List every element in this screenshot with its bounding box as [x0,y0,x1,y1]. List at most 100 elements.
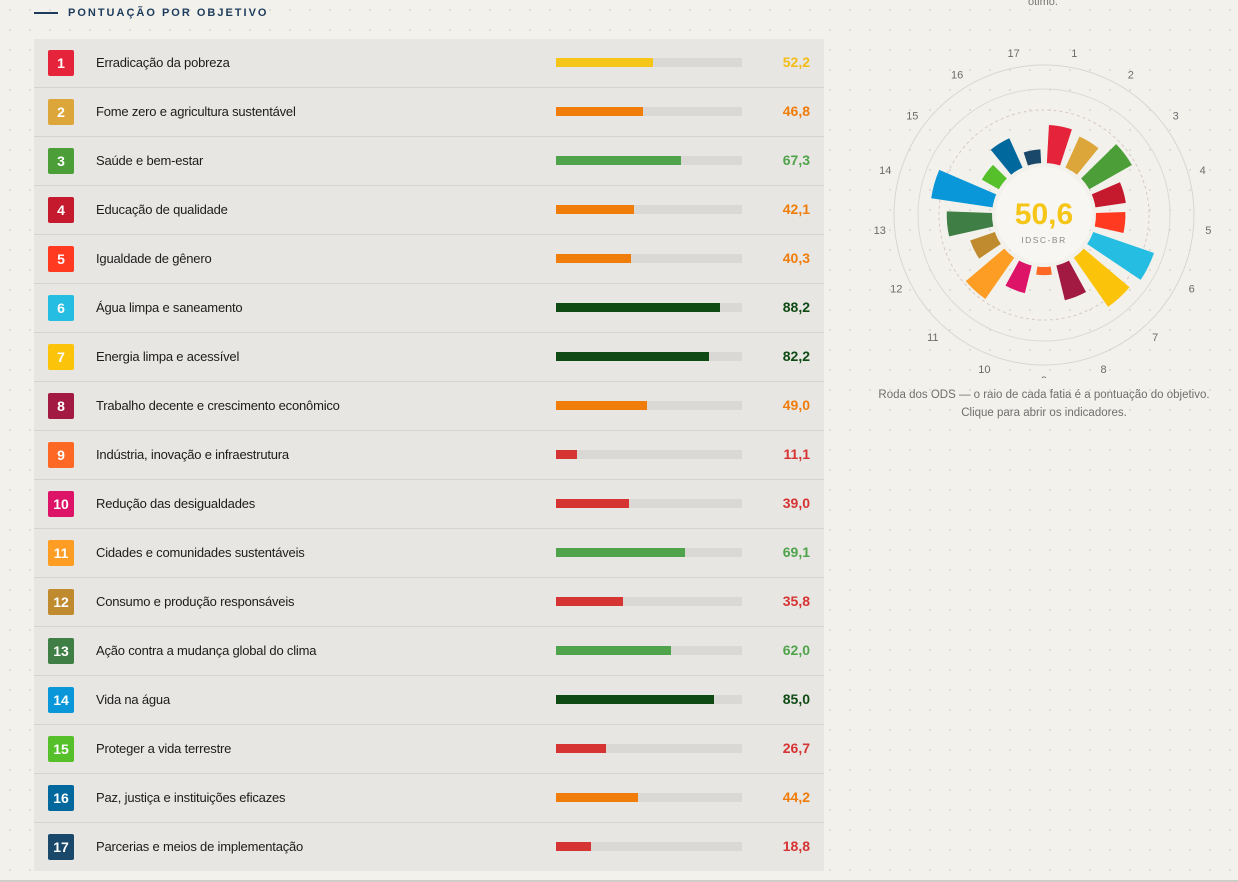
goal-number-badge: 7 [48,344,74,370]
goal-label: Vida na água [96,692,170,707]
goal-number-badge: 14 [48,687,74,713]
top-note: ótimo. [1028,0,1058,8]
goal-row-3[interactable]: 3 Saúde e bem-estar 67,3 [34,137,824,186]
wheel-caption: Roda dos ODS — o raio de cada fatia é a … [868,386,1220,422]
score-bar-fill-12 [556,597,623,606]
score-bar-fill-6 [556,303,721,312]
score-bar-fill-2 [556,107,644,116]
goal-score: 49,0 [782,397,810,413]
wheel-center-label: IDSC-BR [1021,235,1066,245]
wheel-slice-16[interactable] [990,138,1023,175]
goal-number-badge: 12 [48,589,74,615]
score-bar-fill-5 [556,254,631,263]
wheel-slice-7[interactable] [1073,248,1130,307]
wheel-center-value: 50,6 [1015,198,1073,231]
goal-number-badge: 2 [48,99,74,125]
goal-row-9[interactable]: 9 Indústria, inovação e infraestrutura 11,… [34,431,824,480]
goal-row-13[interactable]: 13 Ação contra a mudança global do clima 6… [34,627,824,676]
row-divider [34,479,824,480]
wheel-slice-10[interactable] [1005,260,1032,294]
goal-row-12[interactable]: 12 Consumo e produção responsáveis 35,8 [34,578,824,627]
goal-row-7[interactable]: 7 Energia limpa e acessível 82,2 [34,333,824,382]
goal-label: Educação de qualidade [96,202,228,217]
goal-score: 39,0 [782,495,810,511]
wheel-slice-6[interactable] [1087,231,1155,280]
wheel-goal-label: 17 [1008,48,1020,60]
row-divider [34,332,824,333]
goal-score-list: 1 Erradicação da pobreza 52,2 2 Fome zero e … [34,39,824,871]
bottom-edge [0,880,1238,882]
row-divider [34,381,824,382]
wheel-slice-4[interactable] [1091,182,1126,208]
row-divider [34,185,824,186]
goal-score: 42,1 [782,201,810,217]
goal-row-6[interactable]: 6 Água limpa e saneamento 88,2 [34,284,824,333]
goal-row-15[interactable]: 15 Proteger a vida terrestre 26,7 [34,725,824,774]
row-divider [34,234,824,235]
wheel-slice-9[interactable] [1036,266,1052,276]
goal-score: 46,8 [782,103,810,119]
score-bar-fill-13 [556,646,672,655]
score-bar-track [556,205,742,214]
goal-score: 35,8 [782,593,810,609]
wheel-goal-label: 16 [951,70,963,82]
score-bar-track [556,842,742,851]
goal-score: 44,2 [782,789,810,805]
section-header: PONTUAÇÃO POR OBJETIVO [34,6,268,20]
score-bar-track [556,646,742,655]
goal-label: Fome zero e agricultura sustentável [96,104,296,119]
goal-row-5[interactable]: 5 Igualdade de gênero 40,3 [34,235,824,284]
goal-number-badge: 6 [48,295,74,321]
score-bar-fill-4 [556,205,635,214]
header-rule [34,12,58,14]
goal-number-badge: 13 [48,638,74,664]
wheel-goal-label: 12 [890,284,902,296]
wheel-slice-13[interactable] [946,211,994,237]
goal-label: Paz, justiça e instituições eficazes [96,790,286,805]
goal-row-8[interactable]: 8 Trabalho decente e crescimento econômic… [34,382,824,431]
wheel-slice-12[interactable] [970,231,1001,259]
wheel-slice-8[interactable] [1056,260,1087,301]
wheel-slice-5[interactable] [1094,211,1126,233]
goal-row-10[interactable]: 10 Redução das desigualdades 39,0 [34,480,824,529]
caption-line-1: Roda dos ODS — o raio de cada fatia é a … [878,389,1210,401]
score-bar-track [556,107,742,116]
wheel-slice-1[interactable] [1046,125,1072,166]
goal-row-1[interactable]: 1 Erradicação da pobreza 52,2 [34,39,824,88]
wheel-slice-17[interactable] [1023,149,1042,166]
wheel-goal-label: 8 [1101,364,1107,376]
wheel-goal-label: 10 [978,364,990,376]
wheel-slice-15[interactable] [981,164,1007,190]
score-bar-track [556,744,742,753]
row-divider [34,626,824,627]
goal-row-17[interactable]: 17 Parcerias e meios de implementação 18,8 [34,823,824,872]
row-divider [34,528,824,529]
score-bar-fill-16 [556,793,639,802]
goal-label: Consumo e produção responsáveis [96,594,295,609]
wheel-slice-2[interactable] [1065,136,1099,175]
score-bar-track [556,58,742,67]
score-bar-fill-11 [556,548,685,557]
goal-row-4[interactable]: 4 Educação de qualidade 42,1 [34,186,824,235]
score-bar-fill-7 [556,352,709,361]
goal-label: Cidades e comunidades sustentáveis [96,545,305,560]
goal-row-11[interactable]: 11 Cidades e comunidades sustentáveis 69,1 [34,529,824,578]
row-divider [34,283,824,284]
wheel-slice-11[interactable] [965,248,1015,300]
goal-number-badge: 17 [48,834,74,860]
section-title: PONTUAÇÃO POR OBJETIVO [68,7,269,19]
goal-number-badge: 4 [48,197,74,223]
wheel-center-disc [996,167,1092,263]
score-bar-track [556,450,742,459]
wheel-slice-14[interactable] [931,169,997,208]
goal-row-14[interactable]: 14 Vida na água 85,0 [34,676,824,725]
goal-row-2[interactable]: 2 Fome zero e agricultura sustentável 46,8 [34,88,824,137]
wheel-slice-3[interactable] [1081,144,1132,190]
score-bar-track [556,499,742,508]
goal-label: Água limpa e saneamento [96,300,243,315]
goal-row-16[interactable]: 16 Paz, justiça e instituições eficazes 44… [34,774,824,823]
score-bar-track [556,695,742,704]
wheel-goal-label: 3 [1173,111,1179,123]
goal-label: Indústria, inovação e infraestrutura [96,447,289,462]
score-bar-fill-9 [556,450,577,459]
